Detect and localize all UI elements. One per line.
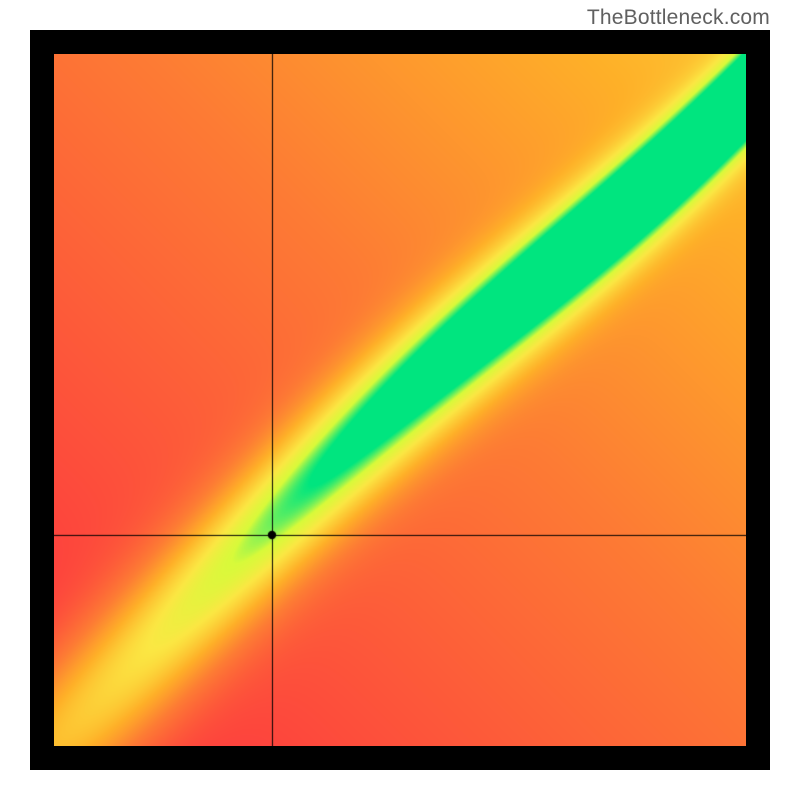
attribution-text: TheBottleneck.com	[587, 6, 770, 30]
plot-outer-frame	[30, 30, 770, 770]
crosshair-overlay	[54, 54, 746, 746]
chart-container: TheBottleneck.com	[0, 0, 800, 800]
